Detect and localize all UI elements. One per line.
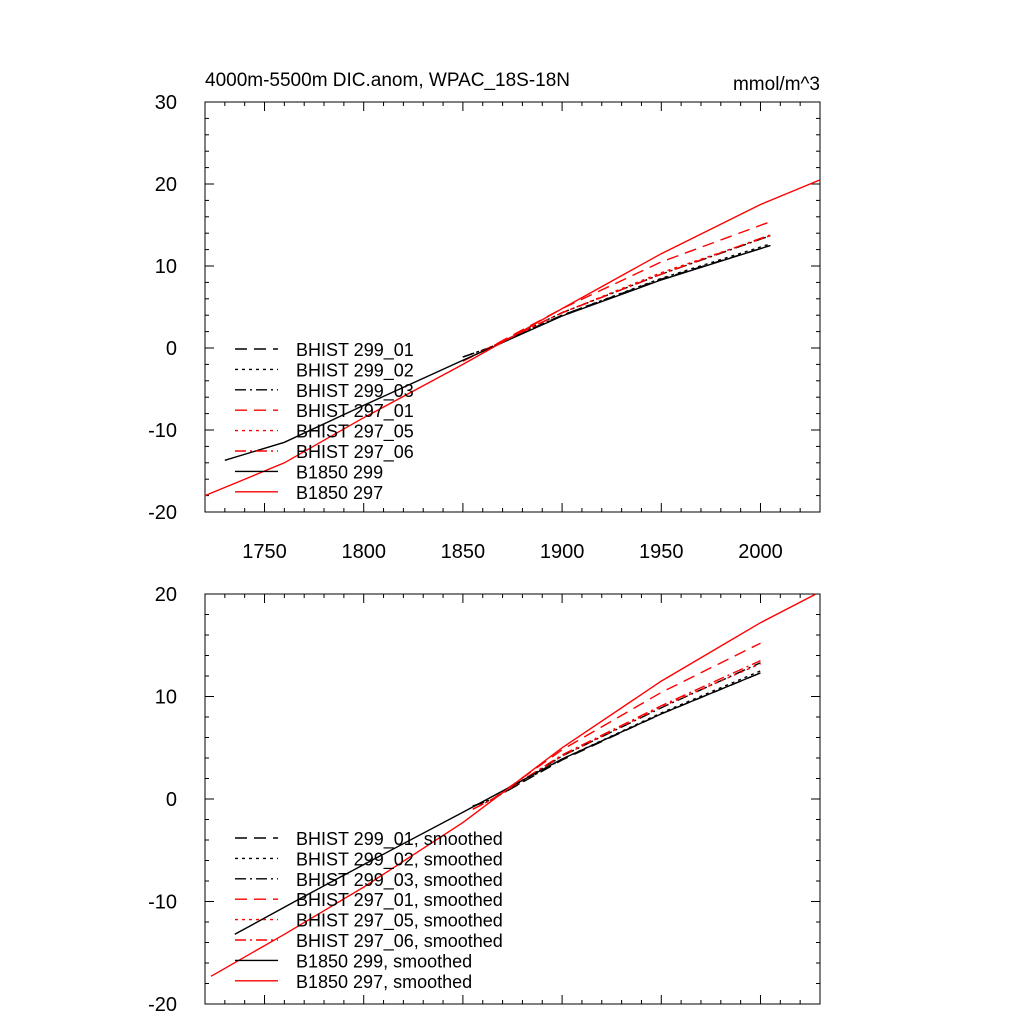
series-line-3: [472, 642, 761, 810]
y-tick-label: 0: [166, 789, 177, 811]
series-line-1: [462, 243, 771, 358]
legend-label: BHIST 299_03: [296, 381, 414, 402]
y-tick-label: -10: [148, 420, 177, 442]
x-tick-label: 1750: [242, 541, 287, 563]
y-tick-label: 10: [155, 687, 177, 709]
x-tick-label: 2000: [738, 541, 783, 563]
top-panel: 1750 1800 1850 1900 1950 2000 -20 -10 0 10 20 30 400…: [148, 70, 821, 563]
y-tick-label: -10: [148, 892, 177, 914]
legend-label: BHIST 297_05, smoothed: [296, 911, 503, 932]
legend-label: BHIST 297_01, smoothed: [296, 890, 503, 911]
y-tick-label: 10: [155, 256, 177, 278]
x-tick-label: 1850: [441, 541, 486, 563]
units-label: mmol/m^3: [733, 74, 820, 95]
legend-label: BHIST 299_01, smoothed: [296, 829, 503, 850]
plot-frame: [204, 101, 821, 513]
x-tick-label: 1900: [540, 541, 585, 563]
y-tick-label: 0: [166, 338, 177, 360]
y-tick-label: -20: [148, 994, 177, 1016]
legend-label: BHIST 297_05: [296, 422, 414, 443]
series-line-7: [210, 593, 817, 977]
legend-label: B1850 299: [296, 462, 383, 482]
series-line-0: [472, 672, 761, 807]
series-line-4: [462, 235, 771, 362]
legend-label: B1850 299, smoothed: [296, 951, 472, 971]
legend-label: BHIST 297_06, smoothed: [296, 931, 503, 952]
legend-label: B1850 297: [296, 483, 383, 503]
series-line-4: [472, 663, 761, 810]
legend-label: BHIST 299_03, smoothed: [296, 870, 503, 891]
x-tick-label: 1800: [341, 541, 386, 563]
series-line-5: [462, 234, 771, 362]
legend-label: B1850 297, smoothed: [296, 972, 472, 992]
series-line-1: [472, 670, 761, 807]
legend-label: BHIST 297_01: [296, 401, 414, 422]
x-tick-label: 1950: [639, 541, 684, 563]
y-tick-label: 20: [155, 584, 177, 606]
y-tick-label: 30: [155, 92, 177, 114]
y-tick-label: -20: [148, 502, 177, 524]
series-line-6: [234, 672, 761, 935]
chart-title: 4000m-5500m DIC.anom, WPAC_18S-18N: [205, 70, 570, 91]
series-line-6: [224, 244, 771, 461]
series-line-7: [204, 179, 821, 497]
legend-label: BHIST 299_02, smoothed: [296, 849, 503, 870]
legend-label: BHIST 297_06: [296, 442, 414, 463]
legend-label: BHIST 299_01: [296, 340, 414, 361]
legend-label: BHIST 299_02: [296, 360, 414, 381]
y-tick-label: 20: [155, 174, 177, 196]
